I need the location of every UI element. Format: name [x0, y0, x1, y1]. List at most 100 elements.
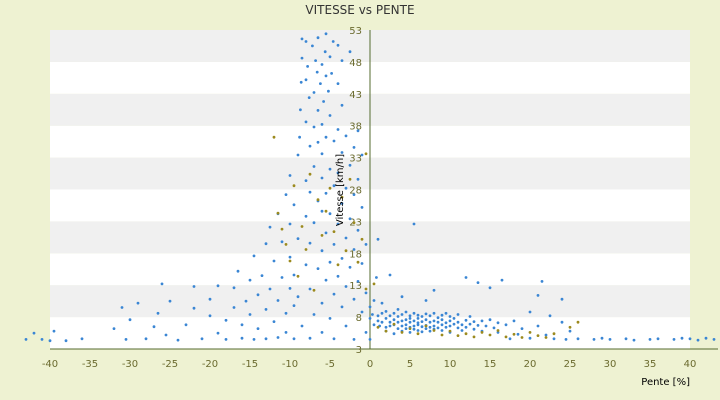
data-point	[316, 267, 320, 270]
data-point	[356, 280, 360, 283]
data-point	[208, 314, 212, 318]
x-tick-label: 30	[604, 359, 617, 370]
data-point	[568, 329, 572, 333]
data-point	[408, 331, 412, 334]
data-point	[224, 318, 228, 322]
data-point	[300, 56, 304, 60]
data-point	[324, 135, 328, 139]
data-point	[456, 320, 460, 324]
data-point	[252, 254, 256, 258]
data-point	[428, 325, 432, 329]
data-point	[476, 281, 480, 284]
data-point	[364, 152, 368, 156]
data-point	[352, 248, 356, 251]
data-point	[296, 153, 300, 157]
x-tick-label: -35	[82, 359, 98, 370]
data-point	[296, 295, 300, 299]
data-point	[184, 323, 188, 327]
x-tick-label: -15	[242, 359, 258, 370]
data-point	[364, 287, 368, 291]
data-point	[340, 257, 344, 260]
data-point	[480, 331, 484, 334]
data-point	[144, 337, 148, 341]
data-point	[528, 336, 532, 340]
data-point	[332, 292, 336, 296]
data-point	[323, 50, 327, 54]
data-point	[392, 311, 396, 315]
data-point	[332, 230, 336, 234]
data-point	[336, 128, 340, 131]
y-tick-label: 3	[356, 345, 362, 356]
data-point	[560, 320, 564, 324]
data-point	[436, 326, 440, 330]
data-point	[404, 327, 408, 330]
data-point	[396, 320, 400, 324]
data-point	[320, 63, 324, 66]
y-tick-label: 23	[349, 217, 362, 228]
x-tick-label: -40	[42, 359, 58, 370]
data-point	[136, 301, 140, 305]
data-point	[424, 324, 428, 328]
data-point	[448, 319, 452, 323]
data-point	[464, 325, 468, 329]
data-point	[216, 284, 220, 288]
data-point	[632, 338, 636, 342]
data-point	[452, 317, 456, 320]
data-point	[360, 206, 364, 209]
data-point	[420, 320, 424, 323]
data-point	[380, 301, 384, 305]
data-point	[331, 40, 335, 43]
data-point	[576, 337, 580, 341]
data-point	[320, 209, 324, 213]
y-tick-label: 8	[356, 313, 362, 324]
data-point	[360, 262, 364, 265]
data-point	[156, 311, 160, 315]
data-point	[284, 243, 288, 246]
data-point	[712, 338, 716, 341]
data-point	[312, 313, 316, 316]
y-tick-label: 43	[349, 90, 362, 101]
data-point	[364, 331, 368, 334]
data-point	[536, 294, 540, 297]
data-point	[248, 278, 252, 282]
data-point	[288, 174, 292, 177]
data-point	[340, 195, 344, 199]
x-tick-label: -25	[162, 359, 178, 370]
data-point	[24, 338, 28, 341]
data-point	[332, 243, 336, 246]
data-point	[336, 274, 340, 278]
data-point	[364, 291, 368, 295]
data-point	[412, 324, 416, 328]
y-axis-label: Vitesse [km/h]	[335, 154, 346, 226]
data-point	[400, 295, 404, 299]
data-point	[336, 82, 340, 85]
data-point	[452, 322, 456, 326]
data-point	[292, 184, 296, 188]
data-point	[324, 231, 328, 235]
data-point	[528, 331, 532, 334]
data-point	[448, 329, 452, 333]
data-point	[472, 335, 476, 339]
x-tick-label: -5	[325, 359, 335, 370]
data-point	[80, 337, 84, 341]
data-point	[324, 209, 328, 213]
data-point	[348, 217, 352, 221]
x-tick-label: 35	[644, 359, 657, 370]
data-point	[440, 333, 444, 337]
data-point	[400, 313, 404, 316]
data-point	[444, 325, 448, 329]
data-point	[284, 193, 288, 197]
data-point	[324, 191, 328, 195]
data-point	[416, 329, 420, 332]
data-point	[48, 339, 52, 343]
data-point	[316, 109, 320, 112]
data-point	[564, 338, 568, 341]
data-point	[440, 313, 444, 317]
data-point	[608, 338, 612, 341]
data-point	[322, 100, 325, 103]
data-point	[307, 96, 311, 99]
data-point	[408, 320, 412, 324]
data-point	[544, 333, 548, 337]
data-point	[408, 327, 412, 330]
x-tick-label: 10	[444, 359, 457, 370]
